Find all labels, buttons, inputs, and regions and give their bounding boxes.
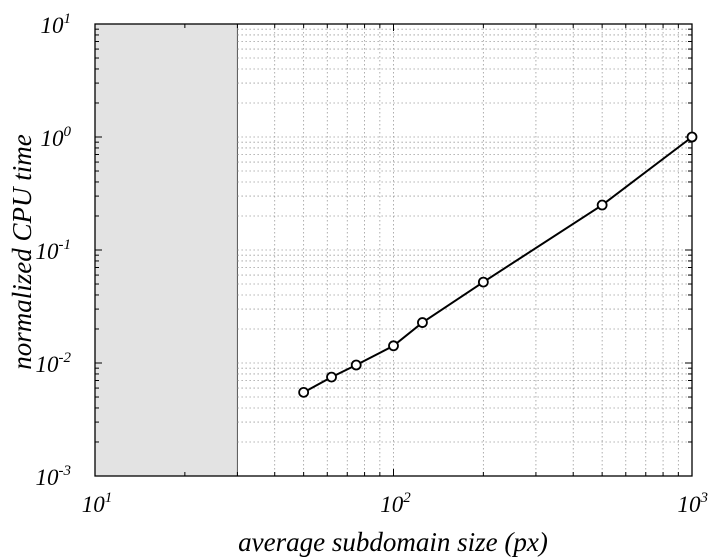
y-tick-label: 10-3 — [36, 463, 72, 490]
data-point — [596, 199, 608, 211]
tick-base: 10 — [41, 126, 65, 151]
tick-base: 10 — [36, 465, 60, 490]
y-tick-label: 10-1 — [36, 237, 72, 264]
data-point — [350, 359, 362, 371]
y-tick-label: 101 — [41, 11, 72, 38]
data-point — [388, 340, 399, 352]
data-point — [298, 386, 310, 398]
y-axis-label: normalized CPU time — [7, 134, 37, 370]
tick-marks — [94, 23, 693, 477]
tick-base: 10 — [36, 352, 60, 377]
tick-exponent: 0 — [64, 124, 72, 140]
x-tick-label: 101 — [82, 490, 113, 517]
tick-exponent: -1 — [59, 237, 72, 253]
data-point — [477, 276, 489, 288]
tick-base: 10 — [380, 492, 404, 517]
tick-base: 10 — [41, 13, 65, 38]
tick-exponent: 3 — [700, 490, 709, 506]
tick-exponent: 2 — [403, 490, 411, 506]
tick-exponent: 1 — [64, 11, 72, 27]
x-tick-label: 102 — [380, 490, 411, 517]
tick-base: 10 — [82, 492, 106, 517]
tick-exponent: -3 — [59, 463, 72, 479]
x-tick-label: 103 — [678, 490, 709, 517]
y-tick-label: 100 — [41, 124, 72, 151]
data-point — [326, 371, 337, 383]
x-axis-label: average subdomain size (px) — [238, 527, 548, 557]
data-point — [417, 317, 428, 328]
data-point — [686, 131, 698, 143]
shaded-region — [95, 24, 238, 476]
series-line — [303, 136, 693, 394]
grid — [236, 24, 692, 476]
tick-exponent: 1 — [105, 490, 113, 506]
tick-base: 10 — [36, 239, 60, 264]
tick-exponent: -2 — [59, 350, 72, 366]
tick-base: 10 — [678, 492, 702, 517]
y-tick-label: 10-2 — [36, 350, 72, 377]
series-layer — [298, 131, 698, 398]
